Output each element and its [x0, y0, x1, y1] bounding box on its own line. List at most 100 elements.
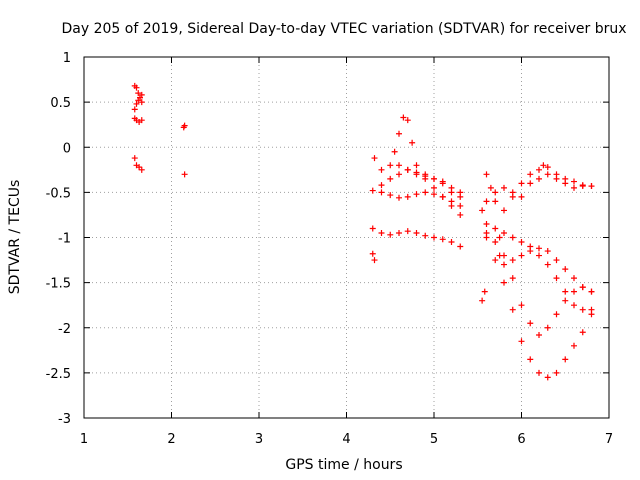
- x-tick-label: 3: [255, 432, 263, 447]
- data-point-s3: [439, 178, 446, 185]
- data-point-s6: [369, 250, 376, 257]
- data-point-l5: [492, 257, 499, 264]
- data-point-early-upper: [138, 99, 145, 106]
- data-point-s5: [422, 232, 429, 239]
- data-point-s1: [387, 192, 394, 199]
- data-point-s6: [371, 257, 378, 264]
- data-point-s5: [431, 234, 437, 241]
- x-axis-ticks: 1 2 3 4 5 6 7: [80, 57, 613, 447]
- data-point-s2: [378, 166, 385, 173]
- y-axis-label: SDTVAR / TECUs: [7, 180, 23, 295]
- data-point-l6: [588, 288, 595, 295]
- data-point-l1: [527, 180, 534, 187]
- x-tick-label: 4: [342, 432, 350, 447]
- data-point-early-neg: [136, 164, 143, 171]
- data-point-l2: [553, 171, 560, 178]
- x-tick-label: 7: [605, 432, 613, 447]
- y-axis-ticks: 1 0.5 0 -0.5 -1 -1.5 -2 -2.5 -3: [46, 51, 609, 427]
- data-point-early-neg: [138, 166, 145, 173]
- data-point-s4: [439, 193, 446, 200]
- x-tick-label: 1: [80, 432, 88, 447]
- data-point-early-low: [138, 117, 145, 124]
- data-point-early-upper: [133, 84, 140, 91]
- data-point-l4: [501, 261, 507, 268]
- data-point-mid-2h: [181, 122, 188, 129]
- data-point-s4: [396, 162, 402, 169]
- data-point-s2: [413, 162, 420, 169]
- data-point-l5: [518, 338, 525, 345]
- data-point-s3: [387, 175, 394, 182]
- data-point-l3: [518, 239, 525, 246]
- y-tick-label: -2.5: [46, 367, 71, 382]
- data-point-l3: [501, 229, 507, 236]
- data-point-early-mid: [133, 100, 140, 107]
- data-point-s2: [371, 155, 378, 162]
- data-point-l4: [562, 288, 569, 295]
- data-point-l4: [492, 239, 499, 246]
- data-point-s2: [409, 139, 416, 146]
- data-point-l1: [571, 184, 577, 191]
- data-point-l2: [588, 183, 595, 190]
- data-point-s5: [387, 231, 394, 238]
- data-point-s5: [457, 243, 464, 250]
- data-point-l6: [527, 320, 534, 327]
- data-point-l6: [562, 297, 569, 304]
- data-point-s3: [448, 184, 455, 191]
- data-point-l5: [588, 311, 595, 318]
- data-point-s4: [448, 202, 455, 209]
- x-tick-label: 2: [167, 432, 175, 447]
- data-point-l1: [518, 193, 525, 200]
- data-point-s1: [422, 189, 429, 196]
- data-point-l5: [536, 369, 542, 376]
- data-point-l7: [481, 288, 488, 295]
- y-tick-label: -1.5: [46, 277, 71, 292]
- data-point-l5: [553, 369, 560, 376]
- data-point-early-mid: [138, 91, 145, 98]
- data-point-s2: [387, 162, 394, 169]
- data-point-mid-2h: [181, 171, 188, 178]
- data-point-l5: [501, 279, 507, 286]
- y-tick-label: 0: [63, 141, 71, 156]
- data-point-l6: [518, 302, 525, 309]
- data-point-s2: [404, 117, 411, 124]
- data-point-l5: [579, 329, 586, 336]
- data-point-l3: [562, 266, 569, 273]
- data-point-l1: [479, 207, 486, 214]
- data-point-l6: [571, 288, 577, 295]
- data-point-s5: [378, 229, 385, 236]
- data-point-s1: [396, 194, 402, 201]
- data-point-l2: [540, 162, 547, 169]
- data-point-l4: [536, 252, 542, 259]
- data-point-l6: [496, 234, 503, 241]
- data-point-s3: [431, 175, 437, 182]
- data-point-s4: [413, 171, 420, 178]
- data-point-l4: [509, 257, 516, 264]
- data-point-s4: [404, 166, 411, 173]
- data-point-early-mid: [131, 106, 138, 113]
- data-point-l4: [518, 252, 525, 259]
- data-point-s3: [396, 171, 402, 178]
- data-point-s4: [422, 175, 429, 182]
- data-point-l2: [571, 178, 577, 185]
- data-point-l3: [536, 245, 542, 252]
- data-point-l4: [544, 261, 551, 268]
- data-point-l5: [483, 234, 490, 241]
- data-point-l6: [553, 311, 560, 318]
- data-point-l2: [501, 207, 507, 214]
- data-point-s1: [413, 191, 420, 198]
- data-point-l6: [579, 284, 586, 291]
- data-point-l2: [527, 171, 534, 178]
- data-point-l5: [527, 356, 534, 363]
- chart-title: Day 205 of 2019, Sidereal Day-to-day VTE…: [61, 21, 626, 37]
- data-point-l2: [492, 198, 499, 205]
- y-tick-label: -3: [58, 412, 71, 427]
- y-tick-label: -1: [58, 232, 71, 247]
- data-point-l1: [536, 175, 542, 182]
- data-point-s5: [404, 228, 411, 235]
- data-point-l5: [509, 306, 516, 313]
- data-point-early-upper: [135, 90, 142, 97]
- y-tick-label: -0.5: [46, 186, 71, 201]
- data-point-l5: [571, 342, 577, 349]
- data-point-l6: [544, 324, 551, 331]
